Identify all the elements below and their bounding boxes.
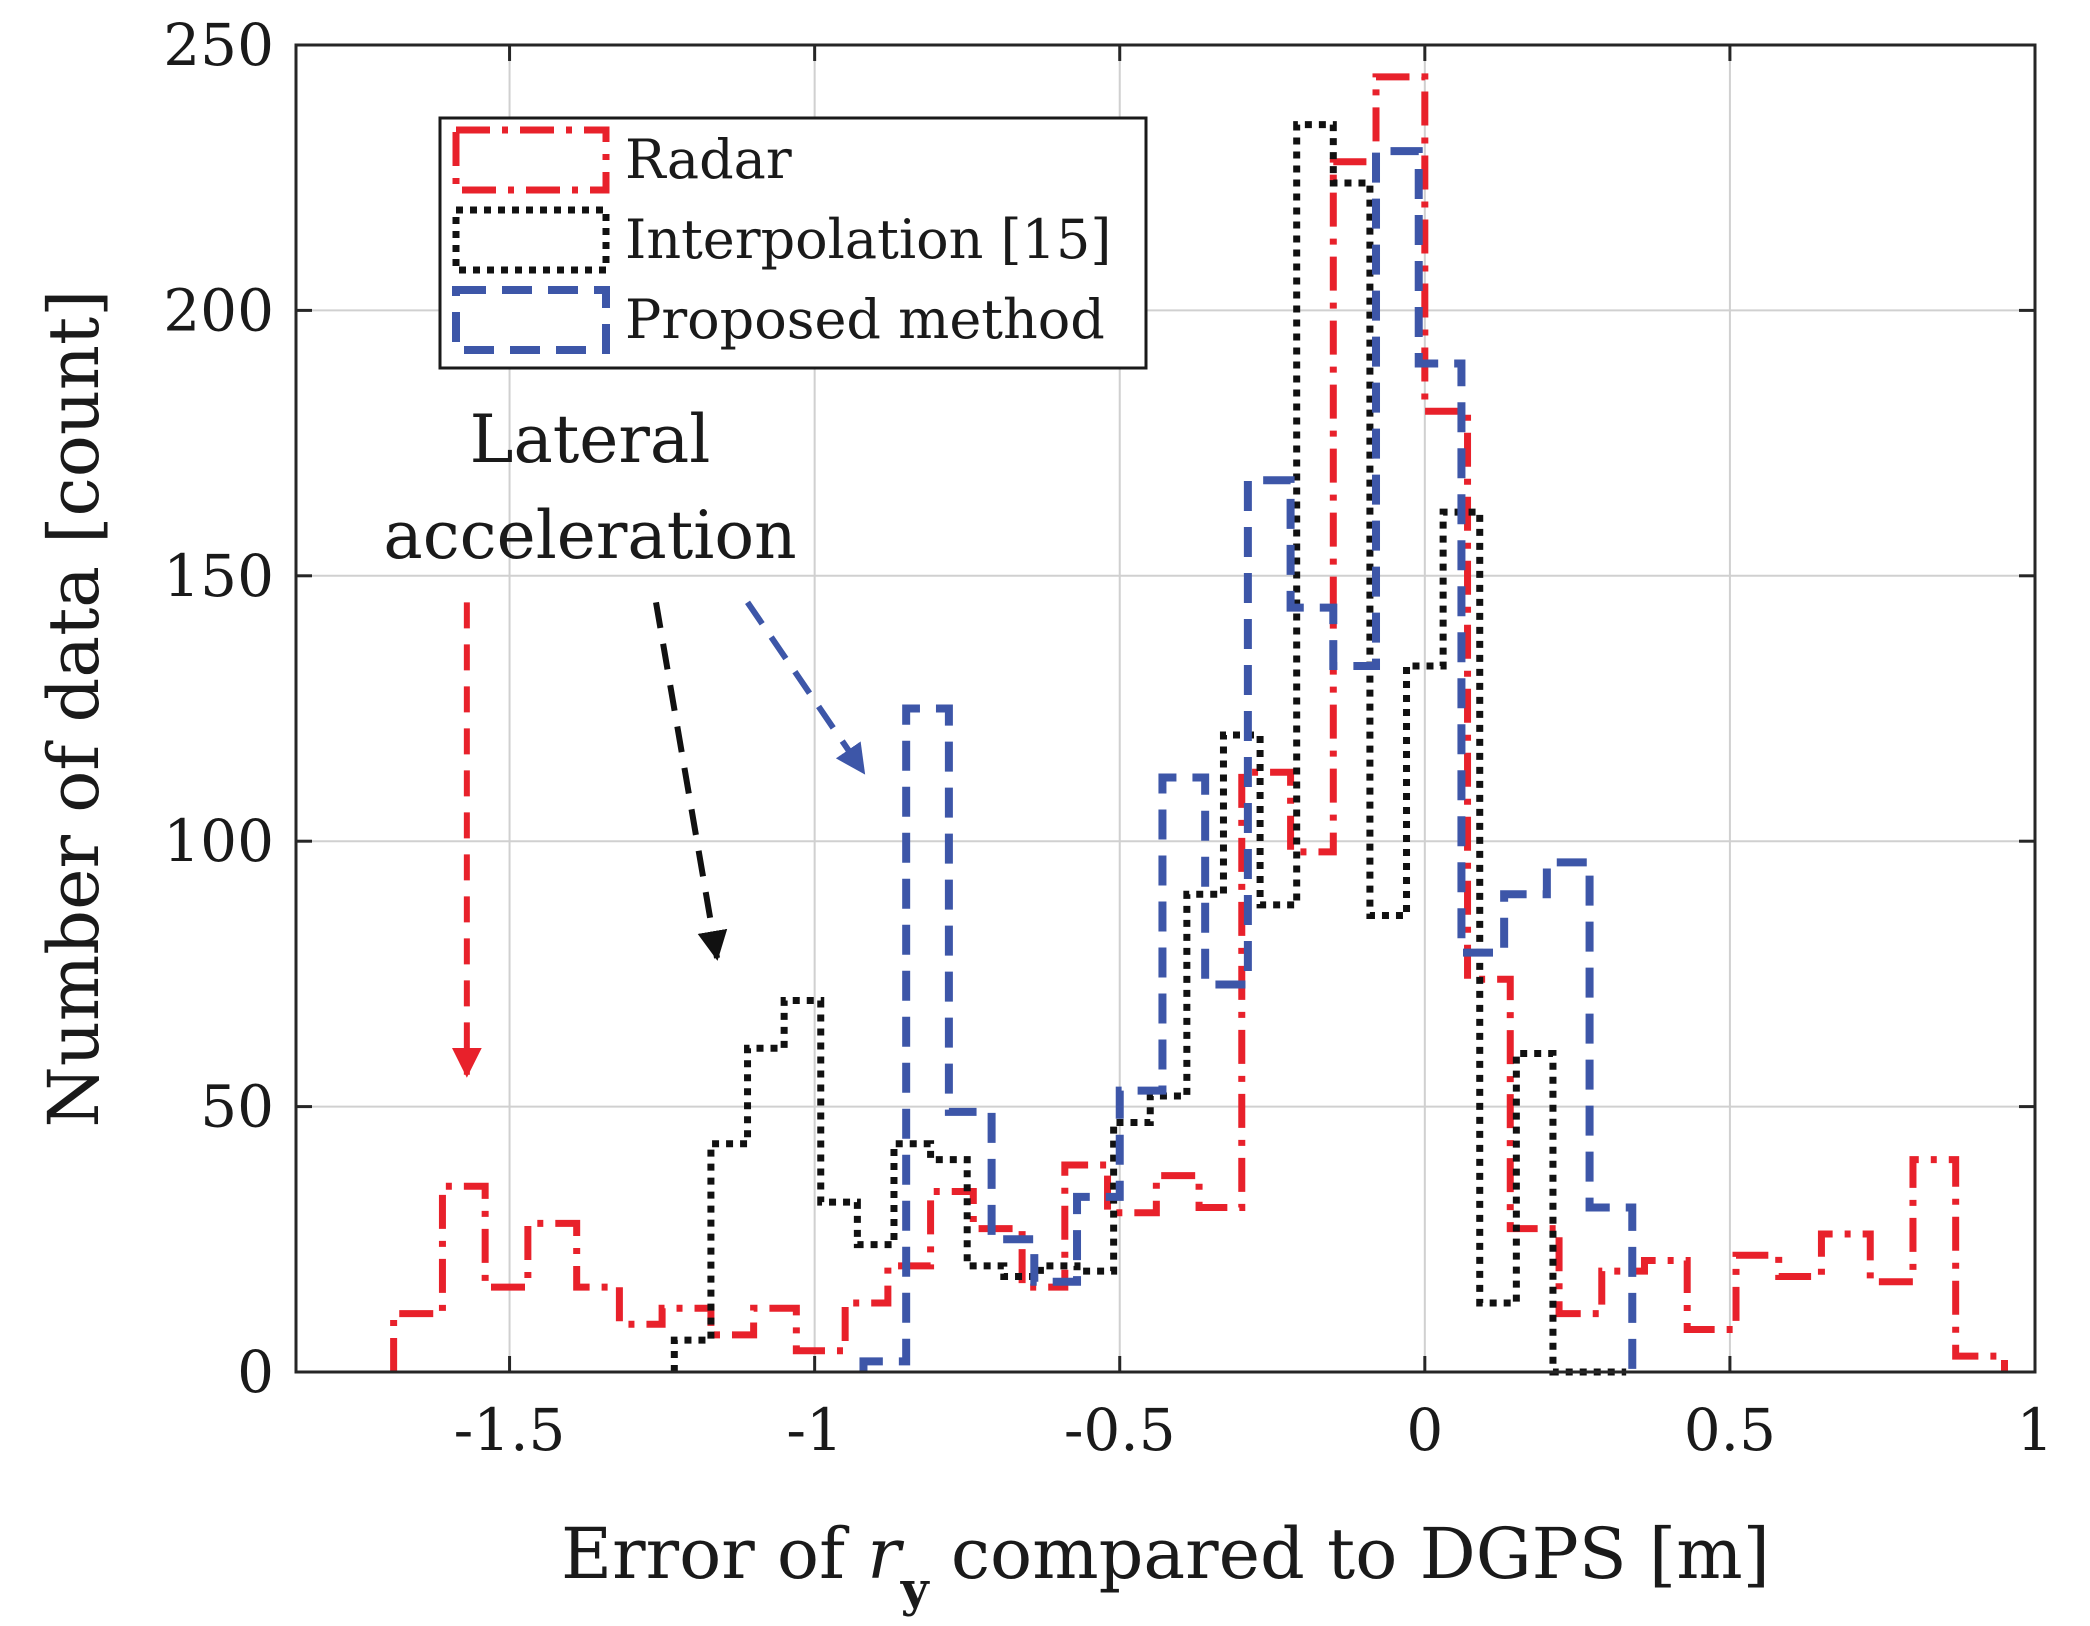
y-tick-label: 50 [200,1073,274,1141]
lateral-acceleration-annotation: Lateral acceleration [383,401,866,1078]
series-proposed-method-step-line [859,147,1637,1372]
x-tick-label: -0.5 [1064,1396,1176,1464]
x-axis-label-suffix: compared to DGPS [m] [929,1513,1770,1595]
axis-ticks: -1.5 -1 -0.5 0 0.5 1 0 50 100 150 200 250 [163,11,2053,1464]
legend-swatch [452,206,610,274]
annotation-arrow [745,600,866,775]
annotation-line: acceleration [383,497,796,574]
series-radar-step-line [390,73,2008,1372]
y-axis-label: Number of data [count] [33,290,115,1128]
annotation-arrow [653,601,728,961]
series-layer [390,73,2008,1376]
legend-swatch [452,286,610,354]
legend-label: Proposed method [625,288,1105,351]
x-axis-label-subscript: y [900,1562,931,1618]
y-tick-label: 150 [163,542,274,610]
legend-box [438,116,1148,370]
x-tick-label: 0.5 [1684,1396,1776,1464]
x-axis-label-variable: r [867,1513,904,1595]
x-tick-label: -1.5 [454,1396,566,1464]
x-axis-label-prefix: Error of [561,1513,867,1595]
y-tick-label: 200 [163,276,274,344]
legend-label: Radar [625,128,792,191]
series-interpolation-15-step-line [670,121,1627,1376]
annotation-line: Lateral [470,401,711,478]
legend-swatch [452,126,610,194]
x-tick-label: 0 [1406,1396,1443,1464]
x-axis-label: Error of ry compared to DGPS [m] [561,1513,1770,1618]
legend-label: Interpolation [15] [625,208,1111,271]
y-tick-label: 100 [163,807,274,875]
x-tick-label: -1 [786,1396,843,1464]
plot-frame [294,43,2037,1374]
legend: Radar Interpolation [15] Proposed method [438,116,1148,370]
y-tick-label: 250 [163,11,274,79]
y-tick-label: 0 [237,1338,274,1406]
x-tick-label: 1 [2017,1396,2054,1464]
